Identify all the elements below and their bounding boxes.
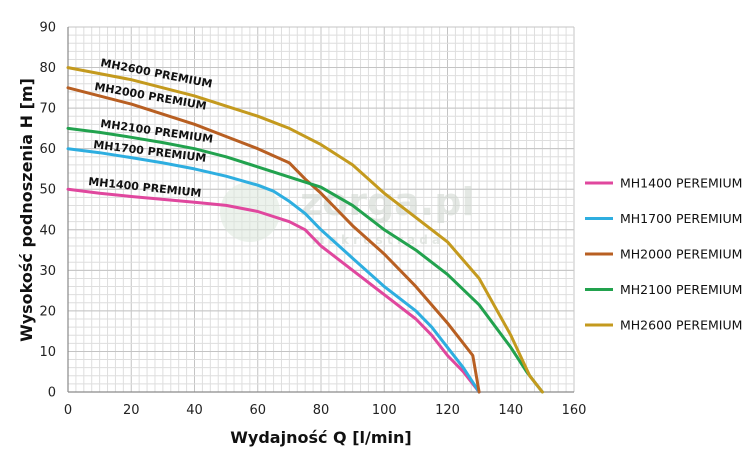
- legend-label: MH2600 PEREMIUM: [620, 318, 742, 333]
- legend-label: MH1400 PEREMIUM: [620, 176, 742, 191]
- series-line: [66, 126, 544, 394]
- y-tick-label: 30: [39, 264, 56, 279]
- x-axis-title: Wydajność Q [l/min]: [230, 428, 411, 447]
- y-tick-label: 40: [39, 223, 56, 238]
- x-tick-label: 60: [249, 403, 266, 418]
- x-tick-label: 20: [123, 403, 140, 418]
- legend: MH1400 PEREMIUM MH1700 PEREMIUM MH2000 PER…: [585, 176, 742, 333]
- series-line: [66, 187, 481, 394]
- y-tick-label: 80: [39, 61, 56, 76]
- legend-label: MH2000 PEREMIUM: [620, 247, 742, 262]
- y-tick-label: 50: [39, 183, 56, 198]
- series: [66, 66, 544, 394]
- y-tick-label: 20: [39, 304, 56, 319]
- x-tick-label: 80: [313, 403, 330, 418]
- watermark: zorga.pl m a k r o s t r a d a: [220, 180, 474, 247]
- legend-label: MH1700 PEREMIUM: [620, 211, 742, 226]
- y-tick-label: 10: [39, 345, 56, 360]
- tick-labels: 0 20 40 60 80 100 120 140 160 0 10 20 30 40 50 60 70 80 90: [39, 21, 586, 419]
- x-tick-label: 0: [64, 403, 72, 418]
- y-tick-label: 70: [39, 102, 56, 117]
- x-tick-label: 120: [435, 403, 460, 418]
- x-tick-label: 100: [372, 403, 397, 418]
- y-tick-label: 60: [39, 142, 56, 157]
- y-tick-label: 0: [48, 386, 56, 401]
- y-tick-label: 90: [39, 21, 56, 36]
- curve-label: MH1400 PREMIUM: [88, 175, 202, 200]
- legend-label: MH2100 PEREMIUM: [620, 282, 742, 297]
- watermark-text: zorga.pl: [300, 180, 474, 224]
- series-line: [66, 147, 481, 394]
- x-tick-label: 40: [186, 403, 203, 418]
- y-axis-title: Wysokość podnoszenia H [m]: [17, 78, 36, 342]
- x-tick-label: 160: [562, 403, 587, 418]
- x-tick-label: 140: [498, 403, 523, 418]
- watermark-logo: [220, 182, 280, 242]
- series-line: [66, 66, 544, 394]
